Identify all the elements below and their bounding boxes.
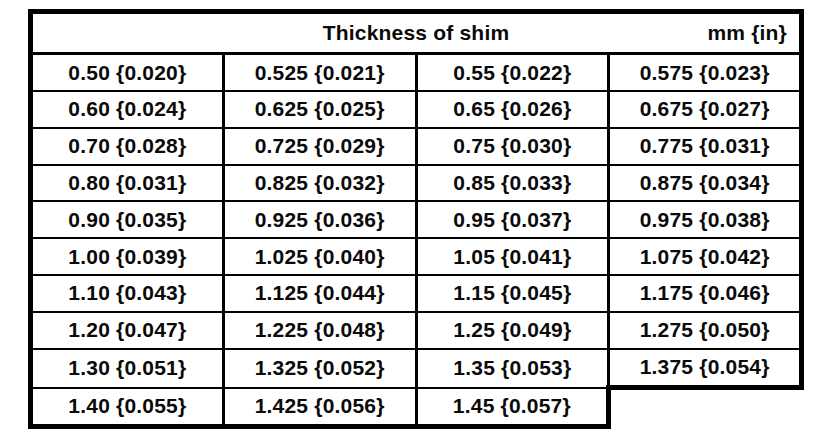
shim-value-cell: 1.30 {0.051} — [31, 349, 224, 388]
table-row: 0.60 {0.024}0.625 {0.025}0.65 {0.026}0.6… — [31, 91, 802, 128]
shim-value-cell: 0.575 {0.023} — [609, 54, 802, 92]
table-row: 1.30 {0.051}1.325 {0.052}1.35 {0.053}1.3… — [31, 349, 802, 388]
shim-value-cell: 1.00 {0.039} — [31, 238, 224, 275]
table-title: Thickness of shim — [323, 21, 510, 45]
table-row: 1.40 {0.055}1.425 {0.056}1.45 {0.057} — [31, 388, 802, 427]
table-row: 1.00 {0.039}1.025 {0.040}1.05 {0.041}1.0… — [31, 238, 802, 275]
shim-value-cell: 0.875 {0.034} — [609, 165, 802, 202]
shim-value-cell: 1.125 {0.044} — [223, 275, 416, 312]
shim-value-cell: 1.325 {0.052} — [223, 349, 416, 388]
table-row: 0.80 {0.031}0.825 {0.032}0.85 {0.033}0.8… — [31, 165, 802, 202]
empty-cell — [609, 388, 802, 427]
shim-value-cell: 0.775 {0.031} — [609, 128, 802, 165]
shim-value-cell: 0.625 {0.025} — [223, 91, 416, 128]
shim-value-cell: 1.20 {0.047} — [31, 312, 224, 349]
shim-value-cell: 0.60 {0.024} — [31, 91, 224, 128]
shim-value-cell: 1.15 {0.045} — [416, 275, 609, 312]
shim-value-cell: 0.80 {0.031} — [31, 165, 224, 202]
shim-value-cell: 1.40 {0.055} — [31, 388, 224, 427]
shim-value-cell: 0.75 {0.030} — [416, 128, 609, 165]
table-row: 0.90 {0.035}0.925 {0.036}0.95 {0.037}0.9… — [31, 201, 802, 238]
shim-value-cell: 0.90 {0.035} — [31, 201, 224, 238]
shim-value-cell: 0.65 {0.026} — [416, 91, 609, 128]
shim-value-cell: 1.025 {0.040} — [223, 238, 416, 275]
table-row: 0.70 {0.028}0.725 {0.029}0.75 {0.030}0.7… — [31, 128, 802, 165]
shim-value-cell: 0.85 {0.033} — [416, 165, 609, 202]
shim-value-cell: 1.25 {0.049} — [416, 312, 609, 349]
shim-value-cell: 0.50 {0.020} — [31, 54, 224, 92]
shim-value-cell: 0.925 {0.036} — [223, 201, 416, 238]
shim-value-cell: 1.075 {0.042} — [609, 238, 802, 275]
table-unit-label: mm {in} — [707, 21, 787, 45]
shim-value-cell: 0.55 {0.022} — [416, 54, 609, 92]
shim-table-body: 0.50 {0.020}0.525 {0.021}0.55 {0.022}0.5… — [31, 54, 802, 427]
shim-value-cell: 1.05 {0.041} — [416, 238, 609, 275]
table-header-cell: Thickness of shim mm {in} — [31, 12, 802, 54]
shim-value-cell: 0.725 {0.029} — [223, 128, 416, 165]
shim-value-cell: 0.95 {0.037} — [416, 201, 609, 238]
shim-value-cell: 1.425 {0.056} — [223, 388, 416, 427]
shim-thickness-table: Thickness of shim mm {in} 0.50 {0.020}0.… — [28, 9, 804, 429]
shim-table-head: Thickness of shim mm {in} — [31, 12, 802, 54]
table-row: 0.50 {0.020}0.525 {0.021}0.55 {0.022}0.5… — [31, 54, 802, 92]
scanned-page: Thickness of shim mm {in} 0.50 {0.020}0.… — [0, 0, 832, 438]
table-row: 1.20 {0.047}1.225 {0.048}1.25 {0.049}1.2… — [31, 312, 802, 349]
shim-value-cell: 0.525 {0.021} — [223, 54, 416, 92]
shim-value-cell: 0.675 {0.027} — [609, 91, 802, 128]
shim-value-cell: 1.225 {0.048} — [223, 312, 416, 349]
shim-value-cell: 1.175 {0.046} — [609, 275, 802, 312]
shim-value-cell: 1.275 {0.050} — [609, 312, 802, 349]
shim-value-cell: 0.825 {0.032} — [223, 165, 416, 202]
shim-value-cell: 1.45 {0.057} — [416, 388, 609, 427]
shim-value-cell: 1.10 {0.043} — [31, 275, 224, 312]
shim-value-cell: 0.975 {0.038} — [609, 201, 802, 238]
header-row: Thickness of shim mm {in} — [31, 12, 802, 54]
shim-value-cell: 1.35 {0.053} — [416, 349, 609, 388]
table-row: 1.10 {0.043}1.125 {0.044}1.15 {0.045}1.1… — [31, 275, 802, 312]
shim-value-cell: 1.375 {0.054} — [609, 349, 802, 388]
shim-value-cell: 0.70 {0.028} — [31, 128, 224, 165]
